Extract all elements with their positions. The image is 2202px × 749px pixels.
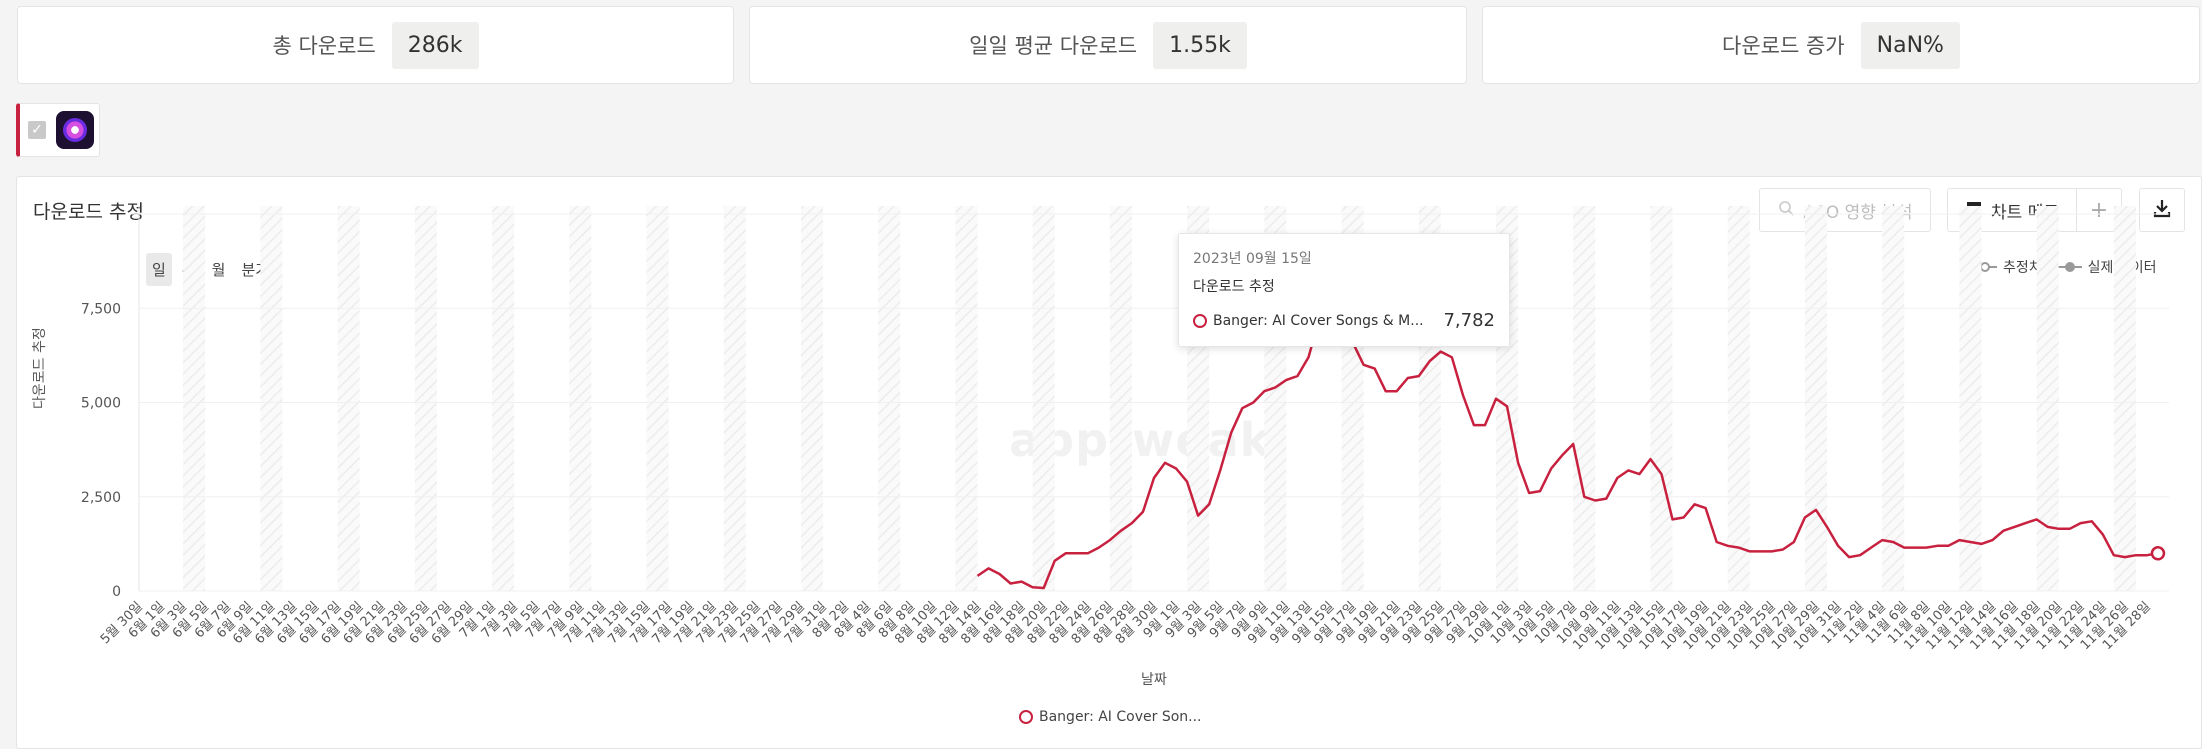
tooltip-metric: 다운로드 추정 xyxy=(1193,279,1275,295)
stat-value: 1.55k xyxy=(1153,21,1247,69)
weekend-stripe xyxy=(1650,206,1673,591)
y-axis-label: 다운로드 추정 xyxy=(32,327,48,409)
weekend-stripe xyxy=(492,206,515,591)
stat-value: NaN% xyxy=(1860,21,1960,69)
actual-line-icon xyxy=(2057,262,2082,272)
weekend-stripe xyxy=(1727,206,1750,591)
banger-app-icon xyxy=(56,111,94,149)
x-axis-label: 날짜 xyxy=(1141,672,1167,688)
series-legend[interactable]: Banger: AI Cover Son... xyxy=(1019,709,1202,725)
period-month[interactable]: 월 xyxy=(211,261,226,279)
weekend-stripe xyxy=(183,206,206,591)
tooltip-date: 2023년 09월 15일 xyxy=(1193,251,1312,267)
weekend-stripe xyxy=(337,206,360,591)
series-line xyxy=(976,296,2159,590)
download-estimate-panel: 다운로드 추정 ASO 영향 분석 차트 메모 + 일 주 월 분기 추정치 실… xyxy=(16,176,2202,749)
series-end-point xyxy=(2150,546,2166,561)
chart-tooltip: 2023년 09월 15일 다운로드 추정 Banger: AI Cover S… xyxy=(1178,233,1510,347)
stat-value: 286k xyxy=(391,21,479,69)
stat-label: 다운로드 증가 xyxy=(1722,34,1845,58)
y-tick-label: 2,500 xyxy=(81,490,121,506)
stat-card-daily-average: 일일 평균 다운로드 1.55k xyxy=(749,6,1467,84)
stat-label: 일일 평균 다운로드 xyxy=(969,34,1138,58)
y-tick-label: 7,500 xyxy=(81,301,121,317)
stat-card-total: 총 다운로드 286k xyxy=(17,6,734,84)
weekend-stripe xyxy=(569,206,592,591)
tooltip-value: 7,782 xyxy=(1443,310,1495,331)
y-tick-label: 5,000 xyxy=(81,396,121,412)
period-day[interactable]: 일 xyxy=(146,253,172,286)
tooltip-series-name: Banger: AI Cover Songs & M... xyxy=(1213,312,1424,329)
weekend-stripe xyxy=(1882,206,1905,591)
series-legend-label: Banger: AI Cover Son... xyxy=(1039,709,1202,725)
series-marker-icon xyxy=(1019,710,1033,724)
weekend-stripe xyxy=(878,206,901,591)
stat-label: 총 다운로드 xyxy=(272,34,376,58)
app-selector-chip[interactable]: ✓ xyxy=(16,103,100,157)
legend-estimated-label: 추정치 xyxy=(2003,260,2042,276)
weekend-stripe xyxy=(646,206,669,591)
weekend-stripe xyxy=(800,206,824,591)
weekend-stripe xyxy=(2113,206,2136,591)
weekend-stripe xyxy=(1109,206,1132,591)
weekend-stripe xyxy=(723,206,746,591)
weekend-stripe xyxy=(1573,206,1596,591)
weekend-stripe xyxy=(260,206,283,591)
weekend-stripe xyxy=(1804,206,1827,591)
download-chart-button[interactable] xyxy=(2139,188,2185,232)
series-marker-icon xyxy=(1193,313,1207,328)
weekend-stripe xyxy=(414,206,437,591)
y-tick-label: 0 xyxy=(112,584,121,600)
panel-title: 다운로드 추정 xyxy=(33,201,144,223)
weekend-stripe xyxy=(1959,206,1982,591)
weekend-stripe xyxy=(1032,206,1055,591)
stat-card-growth: 다운로드 증가 NaN% xyxy=(1482,6,2200,84)
app-checkbox[interactable]: ✓ xyxy=(28,121,46,139)
weekend-stripe xyxy=(2036,206,2059,591)
weekend-stripe xyxy=(955,206,978,591)
